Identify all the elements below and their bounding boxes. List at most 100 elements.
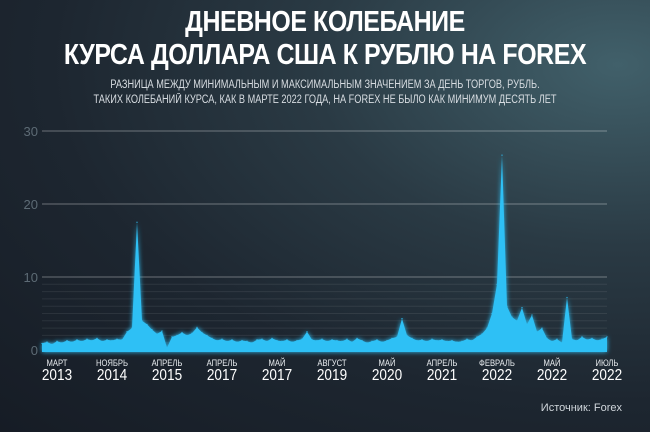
data-point — [371, 340, 373, 342]
chart-title-line1: ДНЕВНОЕ КОЛЕБАНИЕ — [185, 6, 465, 38]
data-point — [211, 337, 213, 339]
data-point — [191, 332, 193, 334]
x-tick-month: МАЙ — [543, 358, 561, 368]
data-point — [221, 338, 223, 340]
data-point — [311, 339, 313, 341]
x-tick-year: 2022 — [591, 367, 623, 384]
data-point — [216, 339, 218, 342]
data-point — [401, 318, 403, 320]
data-point — [556, 338, 558, 340]
data-point — [181, 331, 183, 334]
x-tick-month: МАЙ — [268, 358, 286, 368]
data-point — [51, 343, 53, 345]
data-point — [81, 340, 83, 342]
x-tick-year: 2022 — [481, 367, 513, 384]
data-point — [291, 341, 293, 343]
data-point — [461, 340, 463, 342]
data-point — [531, 314, 533, 316]
data-point — [526, 323, 528, 326]
data-point — [96, 337, 98, 339]
data-point — [246, 340, 248, 342]
data-point — [451, 339, 453, 342]
x-tick-month: МАЙ — [378, 358, 396, 368]
data-point — [186, 334, 188, 336]
y-tick-label: 0 — [31, 343, 38, 358]
data-point — [521, 307, 523, 309]
data-point — [76, 339, 78, 341]
x-tick-year: 2017 — [261, 367, 293, 384]
data-point — [386, 339, 388, 342]
y-tick-label: 20 — [24, 197, 38, 212]
data-point — [106, 339, 108, 341]
data-point — [136, 221, 138, 223]
data-point — [131, 327, 133, 329]
data-area — [42, 155, 607, 352]
data-point — [551, 340, 553, 342]
data-point — [406, 334, 408, 336]
x-tick-label: МАРТ 2013 — [22, 358, 92, 384]
data-point — [561, 342, 563, 344]
data-point — [486, 327, 488, 329]
data-point — [566, 296, 568, 299]
data-point — [481, 333, 483, 335]
data-point — [606, 336, 608, 338]
data-point — [591, 337, 593, 339]
data-point — [121, 339, 123, 341]
x-tick-year: 2014 — [96, 367, 128, 384]
x-tick-month: ФЕВРАЛЬ — [479, 358, 515, 368]
data-point — [66, 339, 68, 342]
x-tick-year: 2019 — [316, 367, 348, 384]
data-point — [411, 337, 413, 339]
source-note: Источник: Forex — [540, 402, 622, 414]
data-point — [416, 339, 418, 342]
data-point — [326, 340, 328, 342]
x-tick-label: ФЕВРАЛЬ 2022 — [462, 358, 532, 384]
data-point — [61, 342, 63, 344]
data-point — [126, 331, 128, 333]
data-point — [281, 340, 283, 342]
data-point — [91, 339, 93, 342]
data-point — [271, 337, 273, 339]
data-point — [266, 340, 268, 342]
data-point — [426, 340, 428, 342]
data-point — [446, 340, 448, 342]
data-point — [496, 283, 498, 285]
data-point — [576, 339, 578, 342]
y-tick-label: 30 — [24, 124, 38, 139]
data-point — [256, 339, 258, 341]
data-point — [261, 338, 263, 340]
data-point — [601, 338, 603, 340]
x-tick-year: 2013 — [41, 367, 73, 384]
data-point — [581, 336, 583, 338]
subtitle-line1: РАЗНИЦА МЕЖДУ МИНИМАЛЬНЫМ И МАКСИМАЛЬНЫМ… — [110, 79, 540, 91]
data-point — [361, 339, 363, 342]
data-point — [231, 339, 233, 341]
data-point — [516, 320, 518, 322]
data-point — [156, 333, 158, 335]
x-tick-year: 2015 — [151, 367, 183, 384]
data-point — [56, 340, 58, 342]
data-point — [466, 338, 468, 340]
x-tick-label: МАЙ 2020 — [352, 358, 422, 384]
data-point — [501, 154, 503, 156]
data-point — [146, 323, 148, 326]
x-tick-year: 2021 — [426, 367, 458, 384]
data-point — [511, 316, 513, 318]
x-tick-label: АПРЕЛЬ 2015 — [132, 358, 202, 384]
data-point — [541, 327, 543, 329]
data-point — [456, 341, 458, 343]
data-point — [226, 340, 228, 342]
data-point — [391, 337, 393, 339]
data-point — [341, 340, 343, 342]
x-tick-label: ИЮЛЬ 2022 — [572, 358, 642, 384]
data-point — [236, 341, 238, 343]
data-point — [46, 341, 48, 343]
data-point — [196, 326, 198, 328]
subtitle-line2: ТАКИХ КОЛЕБАНИЙ КУРСА, КАК В МАРТЕ 2022 … — [93, 94, 557, 106]
data-point — [161, 330, 163, 332]
data-point — [111, 339, 113, 342]
data-point — [316, 339, 318, 342]
x-tick-month: ИЮЛЬ — [595, 358, 619, 368]
data-point — [331, 339, 333, 341]
data-point — [491, 312, 493, 315]
